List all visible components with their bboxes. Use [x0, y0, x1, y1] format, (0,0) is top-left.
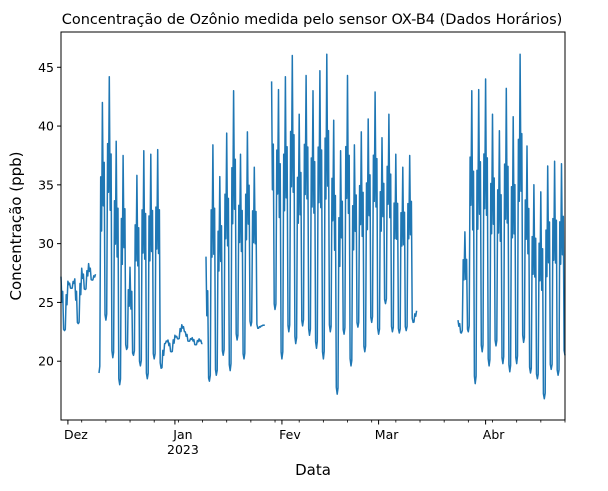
plot-frame	[60, 31, 566, 421]
series-line-segment-2	[98, 75, 203, 386]
y-tick-label-45: 45	[38, 60, 54, 75]
x-tick-label-Fev: Fev	[279, 427, 301, 442]
y-tick-label-30: 30	[38, 236, 54, 251]
x-tick-label-Abr: Abr	[483, 427, 505, 442]
plot-area	[60, 53, 566, 400]
chart-title: Concentração de Ozônio medida pelo senso…	[62, 12, 563, 28]
x-tick-label-Mar: Mar	[375, 427, 399, 442]
x-tick-label-Dez: Dez	[64, 427, 88, 442]
y-tick-label-25: 25	[38, 295, 54, 310]
x-tick-label-Jan: Jan	[172, 427, 192, 442]
y-tick-label-20: 20	[38, 354, 54, 369]
y-axis: 20 25 30 35 40 45	[38, 60, 61, 369]
series-line-segment-5	[457, 53, 566, 400]
x-tick-sublabel-year: 2023	[167, 442, 199, 457]
y-axis-label: Concentração (ppb)	[7, 151, 25, 300]
series-line-segment-1	[60, 262, 97, 332]
series-line-segment-3	[205, 90, 266, 382]
x-axis-label: Data	[295, 461, 331, 479]
y-tick-label-40: 40	[38, 119, 54, 134]
series-line-segment-4	[270, 53, 418, 395]
y-tick-label-35: 35	[38, 177, 54, 192]
